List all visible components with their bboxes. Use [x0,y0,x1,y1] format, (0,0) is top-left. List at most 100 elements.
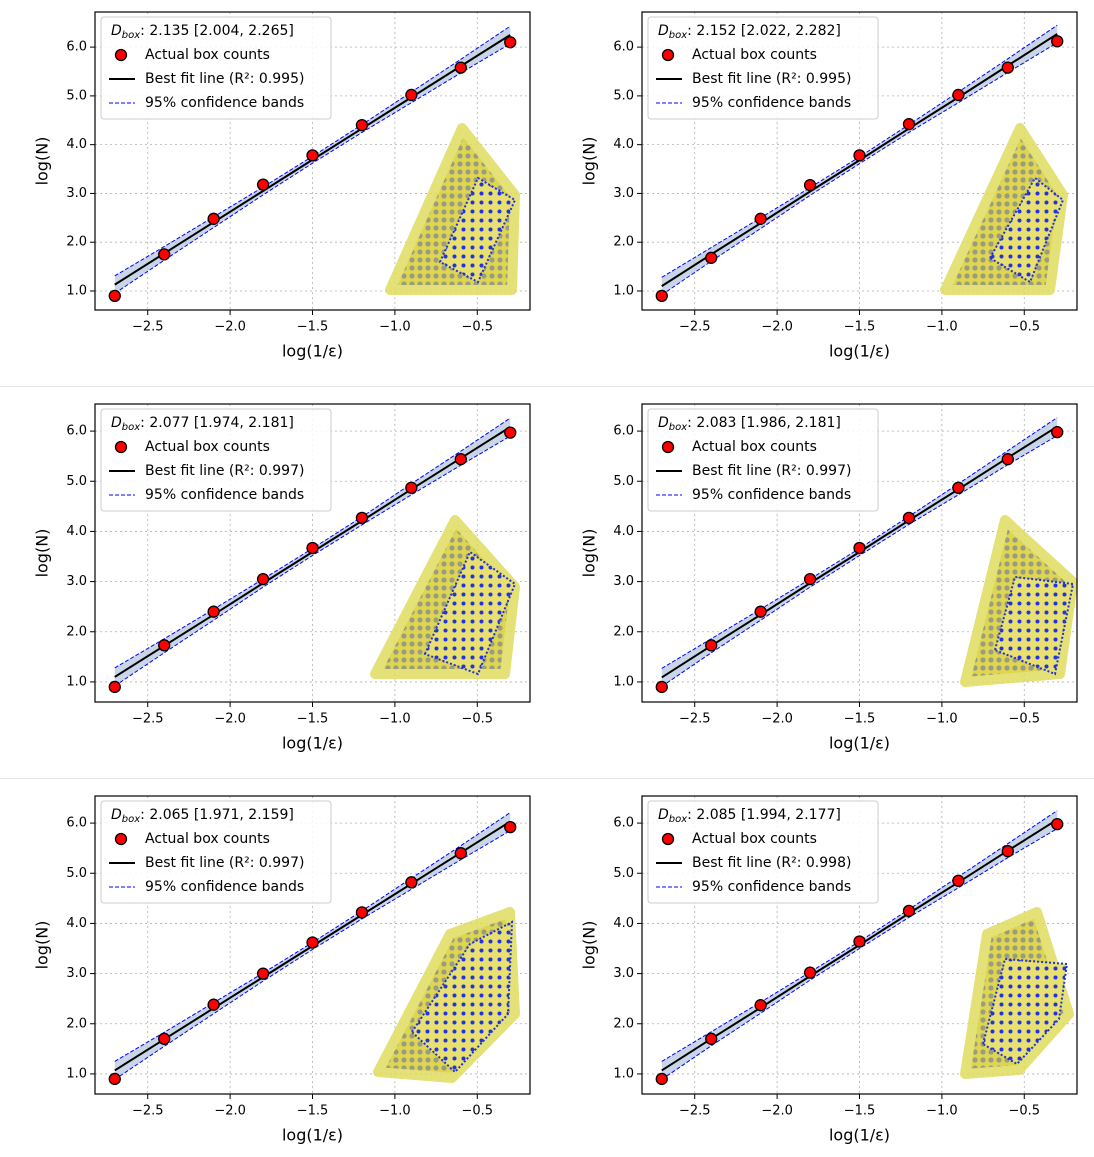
annotation-subscript: box [669,422,687,433]
data-point [455,848,466,859]
y-tick-label: 2.0 [613,1016,634,1031]
legend-label: 95% confidence bands [145,487,304,503]
data-point [307,542,318,553]
x-tick-label: −1.0 [926,320,958,335]
legend-label: Best fit line (R²: 0.995) [145,71,304,87]
data-point [406,482,417,493]
y-tick-label: 1.0 [66,283,87,298]
legend-label: 95% confidence bands [692,487,851,503]
data-point [356,907,367,918]
legend-marker [116,50,127,61]
y-tick-label: 4.0 [66,524,87,539]
data-point [903,512,914,523]
subplot: −2.5−2.0−1.5−1.0−0.51.02.03.04.05.06.0lo… [580,796,1078,1145]
x-tick-label: −2.0 [761,320,793,335]
data-point [755,1000,766,1011]
data-point [805,180,816,191]
y-tick-label: 3.0 [613,574,634,589]
x-axis-label: log(1/ε) [829,342,890,361]
x-tick-label: −0.5 [461,1104,493,1119]
annotation-subscript: box [669,814,687,825]
data-point [159,1033,170,1044]
y-tick-label: 2.0 [66,1016,87,1031]
x-axis-label: log(1/ε) [829,734,890,753]
x-tick-label: −1.0 [926,712,958,727]
data-point [159,640,170,651]
annotation-text: : 2.085 [1.994, 2.177] [687,807,841,823]
data-point [656,290,667,301]
y-tick-label: 6.0 [613,424,634,439]
data-point [854,542,865,553]
x-tick-label: −1.5 [297,1104,329,1119]
data-point [903,119,914,130]
y-tick-label: 2.0 [613,624,634,639]
y-tick-label: 6.0 [66,40,87,55]
annotation-text: : 2.152 [2.022, 2.282] [687,23,841,39]
subplot: −2.5−2.0−1.5−1.0−0.51.02.03.04.05.06.0lo… [33,404,531,753]
y-tick-label: 5.0 [66,474,87,489]
legend-marker [663,834,674,845]
y-tick-label: 2.0 [613,235,634,250]
annotation-text: : 2.065 [1.971, 2.159] [140,807,294,823]
y-tick-label: 3.0 [66,966,87,981]
x-tick-label: −2.5 [132,320,164,335]
y-axis-label: log(N) [33,529,52,578]
data-point [109,1073,120,1084]
data-point [307,937,318,948]
annotation-symbol: D [111,23,122,39]
y-tick-label: 4.0 [613,916,634,931]
annotation-subscript: box [669,30,687,41]
subplot: −2.5−2.0−1.5−1.0−0.51.02.03.04.05.06.0lo… [33,12,531,361]
x-tick-label: −1.0 [926,1104,958,1119]
legend-label: Best fit line (R²: 0.997) [145,463,304,479]
legend-label: Best fit line (R²: 0.997) [692,463,851,479]
legend-label: Actual box counts [692,831,817,847]
y-tick-label: 3.0 [613,966,634,981]
y-tick-label: 2.0 [66,235,87,250]
data-point [755,606,766,617]
y-tick-label: 3.0 [613,186,634,201]
legend-label: 95% confidence bands [692,95,851,111]
legend-marker [116,834,127,845]
y-tick-label: 4.0 [66,916,87,931]
x-tick-label: −0.5 [1008,712,1040,727]
data-point [159,249,170,260]
data-point [505,37,516,48]
annotation-subscript: box [122,814,140,825]
data-point [805,967,816,978]
x-tick-label: −1.5 [297,712,329,727]
legend-label: Best fit line (R²: 0.997) [145,855,304,871]
y-tick-label: 5.0 [66,866,87,881]
y-tick-label: 1.0 [613,1066,634,1081]
x-tick-label: −2.5 [679,320,711,335]
y-tick-label: 6.0 [613,40,634,55]
y-tick-label: 6.0 [66,424,87,439]
data-point [854,150,865,161]
data-point [356,512,367,523]
data-point [1002,62,1013,73]
legend-label: Actual box counts [145,831,270,847]
x-tick-label: −1.0 [379,712,411,727]
y-axis-label: log(N) [580,921,599,970]
data-point [953,482,964,493]
legend-label: 95% confidence bands [145,879,304,895]
y-tick-label: 5.0 [613,866,634,881]
y-tick-label: 4.0 [613,137,634,152]
x-tick-label: −0.5 [1008,320,1040,335]
x-tick-label: −2.0 [214,1104,246,1119]
data-point [406,877,417,888]
annotation-symbol: D [658,415,669,431]
x-axis-label: log(1/ε) [282,342,343,361]
y-tick-label: 1.0 [613,674,634,689]
y-tick-label: 6.0 [613,816,634,831]
data-point [755,213,766,224]
y-tick-label: 5.0 [613,88,634,103]
data-point [505,427,516,438]
annotation-subscript: box [122,422,140,433]
data-point [656,1073,667,1084]
y-tick-label: 5.0 [66,88,87,103]
x-tick-label: −1.5 [844,320,876,335]
data-point [258,179,269,190]
x-tick-label: −2.5 [132,712,164,727]
data-point [1002,846,1013,857]
